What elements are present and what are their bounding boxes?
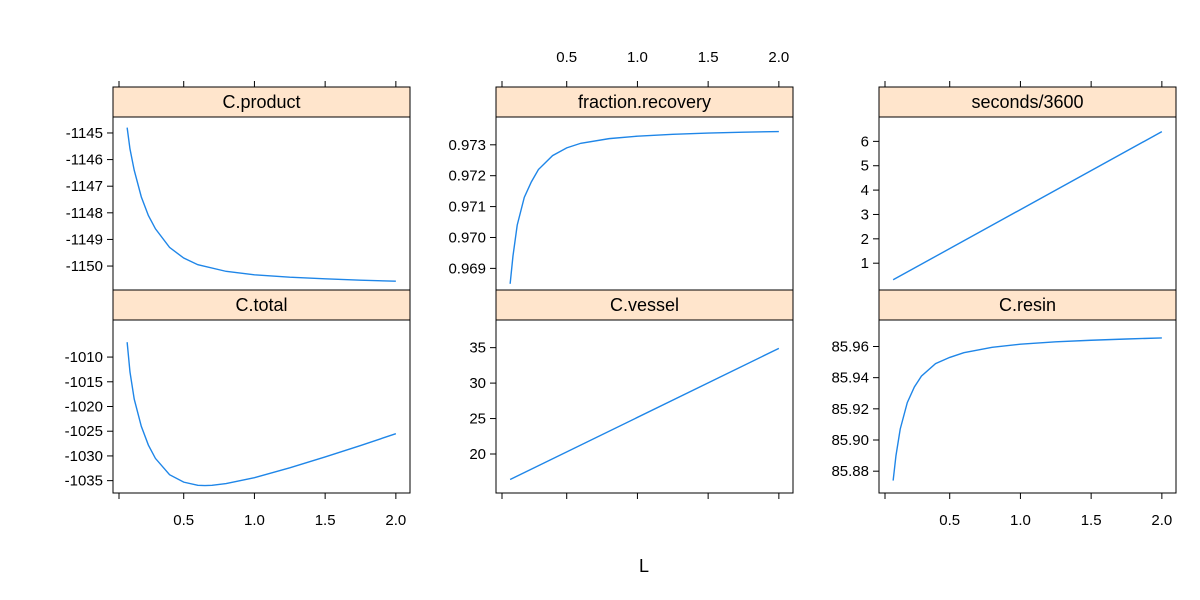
y-tick-label-c-resin: 85.90 bbox=[831, 432, 869, 449]
plot-frame-c-product bbox=[112, 116, 411, 291]
strip-label-c-vessel: C.vessel bbox=[610, 295, 679, 315]
x-tick-label-c-resin: 0.5 bbox=[939, 512, 960, 529]
strip-c-total bbox=[112, 289, 411, 321]
y-tick-label-c-product: -1147 bbox=[66, 178, 103, 195]
y-tick-label-c-vessel: 20 bbox=[469, 446, 486, 463]
y-tick-label-seconds-3600: 2 bbox=[861, 231, 869, 248]
y-tick-label-seconds-3600: 6 bbox=[861, 133, 869, 150]
strip-c-resin bbox=[878, 289, 1177, 321]
y-tick-label-c-resin: 85.94 bbox=[831, 370, 869, 387]
y-tick-label-c-total: -1015 bbox=[65, 374, 103, 391]
series-line-c-product bbox=[126, 127, 396, 282]
y-tick-label-c-resin: 85.96 bbox=[831, 338, 869, 355]
x-tick-label-c-total: 0.5 bbox=[173, 512, 194, 529]
y-tick-label-c-vessel: 35 bbox=[469, 340, 486, 357]
y-tick-label-c-product: -1145 bbox=[66, 125, 103, 142]
y-tick-label-c-product: -1146 bbox=[66, 152, 103, 169]
y-tick-label-seconds-3600: 1 bbox=[861, 255, 869, 272]
x-tick-label-fraction-recovery: 1.5 bbox=[698, 49, 719, 66]
y-tick-label-c-product: -1149 bbox=[66, 231, 103, 248]
strip-seconds-3600 bbox=[878, 86, 1177, 118]
x-tick-label-c-resin: 1.5 bbox=[1081, 512, 1102, 529]
y-tick-label-c-total: -1030 bbox=[65, 448, 103, 465]
series-line-seconds-3600 bbox=[892, 131, 1163, 281]
plot-frame-c-resin bbox=[878, 319, 1177, 494]
panel-c-resin: C.resin 85.88 85.90 85.92 85.94 85.96 0.5 1.0 1.… bbox=[831, 289, 1177, 529]
y-tick-label-c-product: -1150 bbox=[66, 258, 103, 275]
plot-frame-fraction-recovery bbox=[495, 116, 794, 291]
strip-label-c-total: C.total bbox=[235, 295, 287, 315]
strip-c-product bbox=[112, 86, 411, 118]
y-tick-label-c-total: -1035 bbox=[65, 473, 103, 490]
y-tick-label-seconds-3600: 3 bbox=[861, 206, 869, 223]
strip-fraction-recovery bbox=[495, 86, 794, 118]
series-line-fraction-recovery bbox=[509, 130, 779, 284]
y-tick-label-c-total: -1010 bbox=[65, 349, 103, 366]
y-tick-label-c-resin: 85.92 bbox=[831, 401, 869, 418]
x-tick-label-c-resin: 1.0 bbox=[1010, 512, 1031, 529]
series-line-c-resin bbox=[892, 337, 1162, 481]
series-line-c-vessel bbox=[509, 347, 780, 481]
y-tick-label-fraction-recovery: 0.972 bbox=[448, 168, 486, 185]
x-tick-label-c-total: 2.0 bbox=[385, 512, 406, 529]
y-tick-label-c-total: -1025 bbox=[65, 423, 103, 440]
y-tick-label-fraction-recovery: 0.971 bbox=[448, 199, 486, 216]
panels-layer: C.product -1145 -1146 -1147 -1148 -1149 -1150 f… bbox=[65, 49, 1177, 529]
strip-c-vessel bbox=[495, 289, 794, 321]
y-tick-label-c-product: -1148 bbox=[66, 205, 103, 222]
panel-c-vessel: C.vessel 20 25 30 35 bbox=[469, 289, 794, 499]
panel-c-product: C.product -1145 -1146 -1147 -1148 -1149 -1150 bbox=[66, 81, 411, 291]
x-tick-label-c-resin: 2.0 bbox=[1151, 512, 1172, 529]
plot-frame-seconds-3600 bbox=[878, 116, 1177, 291]
panel-c-total: C.total -1010 -1015 -1020 -1025 -1030 -1035 0.5… bbox=[65, 289, 411, 529]
strip-label-c-resin: C.resin bbox=[999, 295, 1056, 315]
y-tick-label-fraction-recovery: 0.969 bbox=[448, 260, 486, 277]
series-line-c-total bbox=[126, 342, 397, 487]
panel-fraction-recovery: fraction.recovery 0.969 0.970 0.971 0.972 0.9… bbox=[448, 49, 794, 291]
x-tick-label-c-total: 1.5 bbox=[315, 512, 336, 529]
y-tick-label-seconds-3600: 4 bbox=[861, 182, 869, 199]
x-tick-label-fraction-recovery: 2.0 bbox=[768, 49, 789, 66]
y-tick-label-c-vessel: 30 bbox=[469, 375, 486, 392]
y-tick-label-seconds-3600: 5 bbox=[861, 158, 869, 175]
y-tick-label-fraction-recovery: 0.970 bbox=[448, 229, 486, 246]
strip-label-c-product: C.product bbox=[222, 92, 300, 112]
strip-label-seconds-3600: seconds/3600 bbox=[971, 92, 1083, 112]
y-tick-label-c-resin: 85.88 bbox=[831, 463, 869, 480]
y-tick-label-c-vessel: 25 bbox=[469, 411, 486, 428]
y-tick-label-fraction-recovery: 0.973 bbox=[448, 137, 486, 154]
x-tick-label-fraction-recovery: 0.5 bbox=[556, 49, 577, 66]
strip-label-fraction-recovery: fraction.recovery bbox=[578, 92, 711, 112]
panel-seconds-3600: seconds/3600 1 2 3 4 5 6 bbox=[861, 81, 1177, 291]
x-axis-title: L bbox=[639, 556, 649, 576]
x-tick-label-c-total: 1.0 bbox=[244, 512, 265, 529]
plot-frame-c-total bbox=[112, 319, 411, 494]
y-tick-label-c-total: -1020 bbox=[65, 399, 103, 416]
x-tick-label-fraction-recovery: 1.0 bbox=[627, 49, 648, 66]
plot-frame-c-vessel bbox=[495, 319, 794, 494]
